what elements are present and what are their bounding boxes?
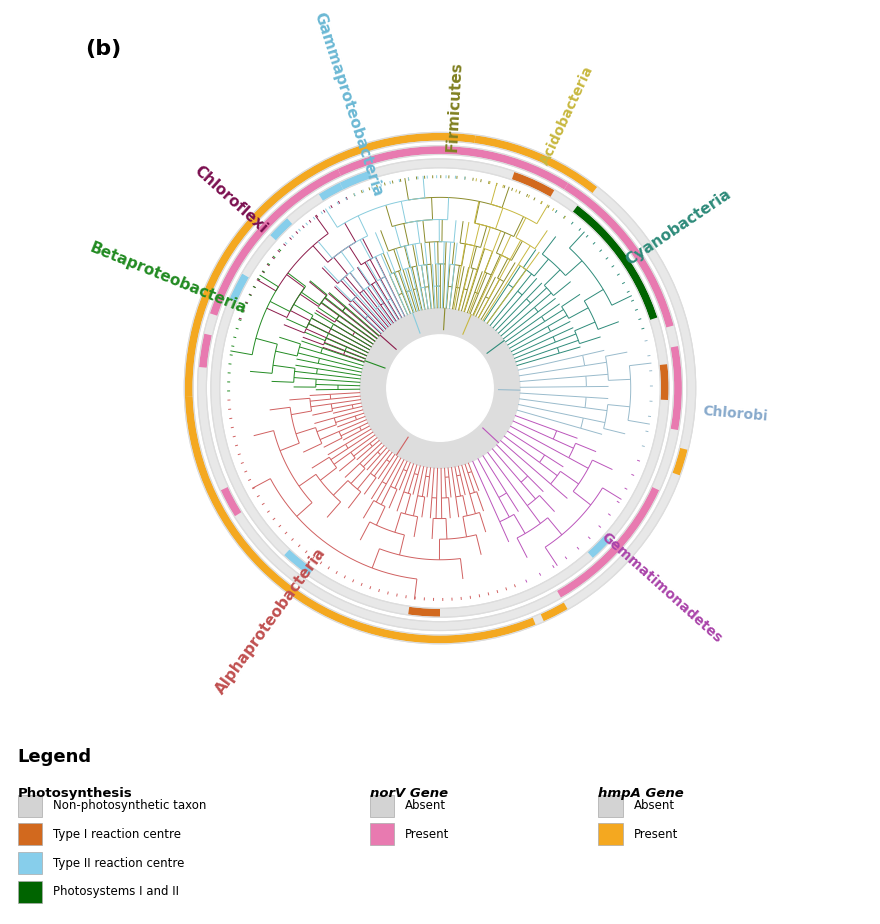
Text: Photosystems I and II: Photosystems I and II [53,885,179,898]
Bar [18,852,42,874]
Wedge shape [209,168,341,316]
Wedge shape [184,132,696,644]
Bar [598,823,623,845]
Text: Chloroflexi: Chloroflexi [191,163,270,236]
Text: Legend: Legend [18,748,92,766]
Text: Present: Present [405,828,449,841]
Text: Non-photosynthetic taxon: Non-photosynthetic taxon [53,799,206,812]
Wedge shape [231,274,249,298]
Text: Alphaproteobacteria: Alphaproteobacteria [213,545,329,697]
Wedge shape [670,346,683,431]
Wedge shape [659,364,669,400]
Text: Betaproteobacteria: Betaproteobacteria [88,240,249,317]
Wedge shape [229,274,249,302]
Text: Absent: Absent [634,799,675,812]
Text: norV Gene: norV Gene [370,787,448,800]
Text: Present: Present [634,828,678,841]
Wedge shape [530,178,554,198]
Bar [370,823,394,845]
Text: Gammaproteobacteria: Gammaproteobacteria [311,10,385,198]
Text: Chlorobi: Chlorobi [701,404,768,424]
Wedge shape [501,154,535,173]
Text: hmpA Gene: hmpA Gene [598,787,684,800]
Wedge shape [199,334,212,368]
Wedge shape [200,268,222,304]
Bar [598,795,623,817]
Wedge shape [557,487,660,598]
Wedge shape [540,602,568,622]
Text: Type I reaction centre: Type I reaction centre [53,828,180,841]
Bar [18,823,42,845]
Wedge shape [511,172,540,190]
Wedge shape [340,170,372,190]
Wedge shape [357,151,392,168]
Text: Cyanobacteria: Cyanobacteria [623,187,734,268]
Text: Firmicutes: Firmicutes [445,61,465,152]
Wedge shape [573,205,658,320]
Wedge shape [250,132,475,223]
Wedge shape [564,182,674,328]
Bar [18,795,42,817]
Wedge shape [211,159,669,617]
Bar [370,795,394,817]
Bar [18,881,42,903]
Text: Acidobacteria: Acidobacteria [539,63,597,167]
Wedge shape [308,170,338,192]
Wedge shape [185,396,536,644]
Wedge shape [408,606,440,617]
Circle shape [387,334,493,442]
Text: Absent: Absent [405,799,446,812]
Text: (b): (b) [85,39,121,59]
Wedge shape [283,549,313,576]
Text: Type II reaction centre: Type II reaction centre [53,857,184,869]
Wedge shape [338,146,568,190]
Wedge shape [319,182,343,201]
Wedge shape [672,448,688,476]
Wedge shape [184,217,257,397]
Circle shape [181,129,699,647]
Text: Photosynthesis: Photosynthesis [18,787,132,800]
Circle shape [360,309,520,468]
Wedge shape [524,148,576,178]
Wedge shape [269,218,293,240]
Wedge shape [587,536,611,558]
Wedge shape [197,146,683,630]
Wedge shape [220,487,242,517]
Text: Gemmatimonadetes: Gemmatimonadetes [598,530,725,646]
Wedge shape [474,135,598,193]
